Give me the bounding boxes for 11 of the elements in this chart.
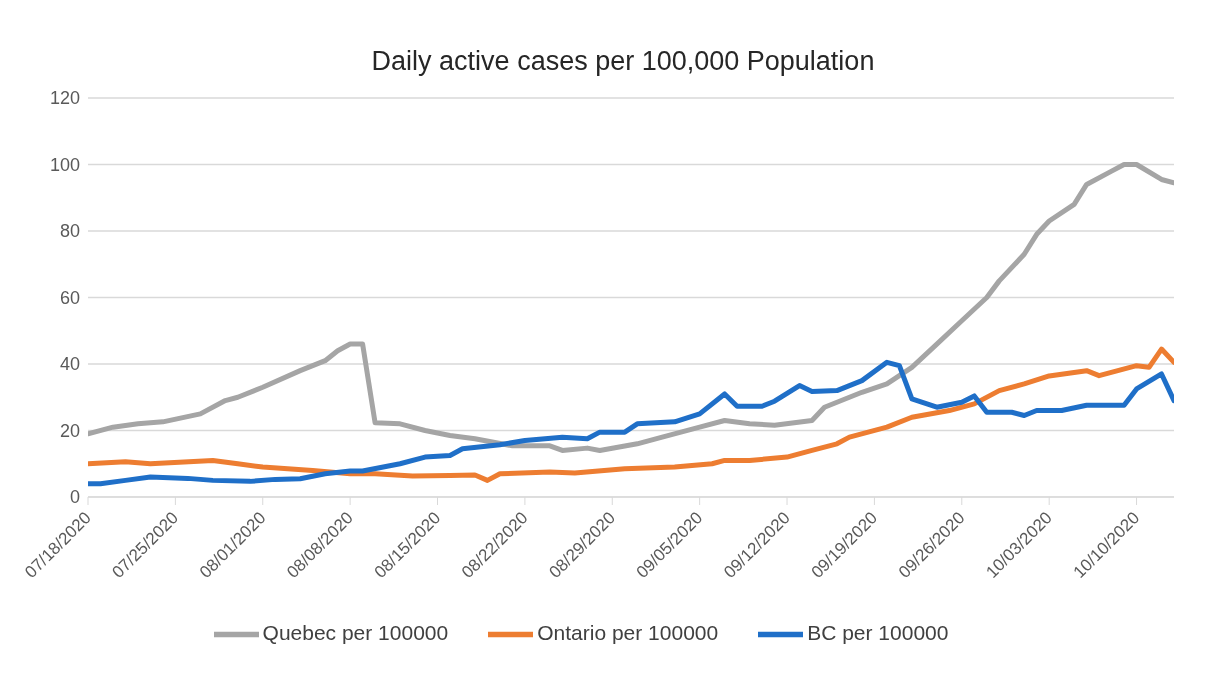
y-tick-label: 120 [49,88,80,109]
y-tick-label: 20 [59,420,80,441]
y-tick-label: 40 [59,354,80,375]
y-tick-label: 100 [49,154,80,175]
y-tick-label: 60 [59,287,80,308]
y-tick-label: 80 [59,221,80,242]
legend-label: Ontario per 100000 [537,621,719,645]
y-tick-label: 0 [69,487,80,508]
chart-title: Daily active cases per 100,000 Population [370,46,876,77]
legend-label: Quebec per 100000 [262,621,449,645]
legend-label: BC per 100000 [807,621,949,645]
